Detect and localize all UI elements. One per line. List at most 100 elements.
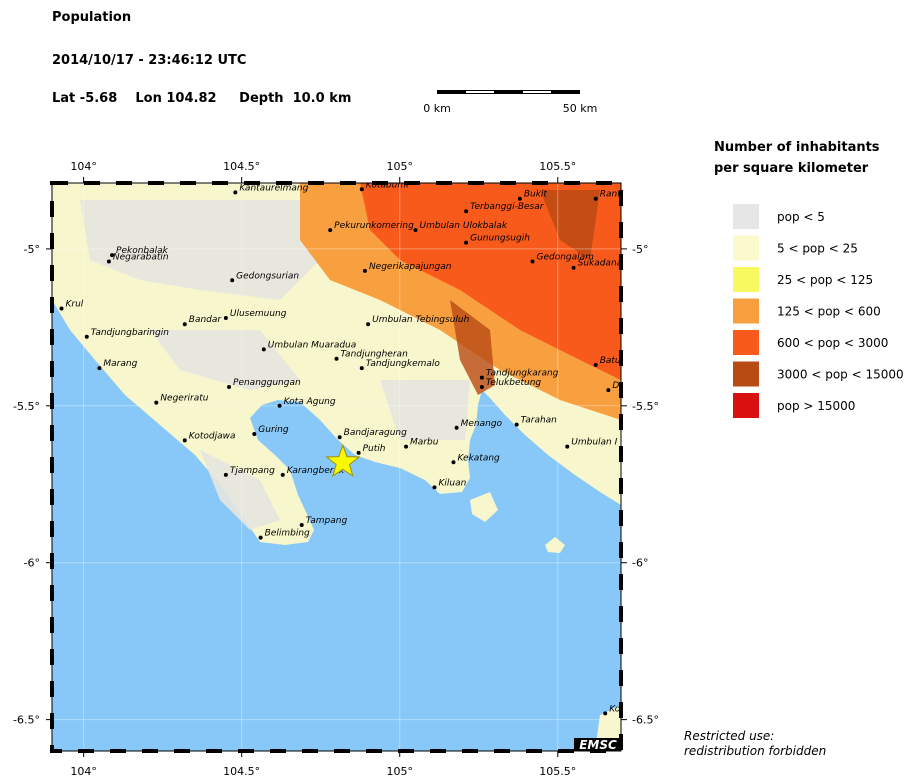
town-label: Bandjaragung [344, 428, 407, 438]
town-label: Pekurunkomering [334, 221, 414, 231]
legend-swatch [733, 298, 759, 324]
map: Kantaurelmang Kotabumi Bukit Ranto Terbanggi… [52, 180, 630, 752]
town-label: Tampang [306, 516, 348, 526]
town-label: Umbulan Ulokbalak [420, 221, 508, 231]
town-dot [514, 422, 519, 427]
town-label: Ranto [600, 190, 627, 200]
title: Population [52, 10, 131, 25]
town-dot [233, 190, 238, 195]
legend-label: 125 < pop < 600 [777, 305, 881, 319]
town-dot [432, 485, 437, 490]
legend-label: 3000 < pop < 15000 [777, 368, 904, 382]
town-dot [359, 187, 364, 192]
town-label: Gedongsurian [236, 271, 299, 281]
lon-label: 104.5° [223, 160, 260, 173]
legend-label: 25 < pop < 125 [777, 273, 873, 287]
town-label: Belimbing [265, 529, 310, 539]
town-label: Tandjungbaringin [91, 328, 169, 338]
town-label: Krul [65, 300, 83, 310]
scale-start: 0 km [423, 102, 451, 115]
town-dot [223, 315, 228, 320]
town-dot [413, 228, 418, 233]
town-label: Tandjungkarang [486, 369, 559, 379]
town-label: Telukbetung [486, 378, 542, 388]
town-dot [334, 356, 339, 361]
town-dot [97, 366, 102, 371]
badge: EMSC [579, 738, 617, 752]
town-label: Batutu [600, 356, 630, 366]
sparse-area [80, 200, 470, 530]
town-label: Menango [461, 419, 503, 429]
town-label: Kekatang [457, 453, 500, 463]
lon-label: 105.5° [539, 160, 576, 173]
town-dot [464, 240, 469, 245]
lon-label: 104° [70, 765, 97, 778]
town-label: Gedongalam [536, 252, 594, 262]
lat-label: -5.5° [13, 400, 40, 413]
lat-label: -6.5° [632, 714, 659, 727]
lat-label: -5° [632, 243, 648, 256]
town-dot [366, 322, 371, 327]
town-label: Penanggungan [233, 378, 301, 388]
lat-label: -6° [24, 557, 40, 570]
town-label: Guring [258, 425, 289, 435]
town-dot [252, 432, 257, 437]
town-label: Terbanggi-Besar [470, 202, 545, 212]
town-label: Negarabatin [113, 252, 169, 262]
legend-swatch [733, 267, 759, 292]
lon-label: 104.5° [223, 765, 260, 778]
lat-label: -5° [24, 243, 40, 256]
town-dot [110, 253, 115, 258]
town-label: Tarahan [521, 416, 558, 426]
footer-line: Restricted use: [684, 729, 774, 743]
town-label: Bandar [189, 315, 223, 325]
town-label: D [612, 381, 619, 391]
footer-line: redistribution forbidden [684, 744, 826, 758]
legend-label: pop > 15000 [777, 399, 855, 413]
town-dot [479, 384, 484, 389]
town-dot [356, 450, 361, 455]
town-label: Kotodjawa [189, 431, 236, 441]
town-dot [517, 196, 522, 201]
town-label: Tandjungkemalo [366, 359, 441, 369]
town-dot [182, 438, 187, 443]
town-label: Kotabumi [366, 180, 409, 190]
town-label: Tandjungheran [341, 350, 409, 360]
legend-swatch [733, 361, 759, 387]
town-dot [464, 209, 469, 214]
town-dot [258, 535, 263, 540]
datetime: 2014/10/17 - 23:46:12 UTC [52, 53, 246, 68]
lon-label: 105° [386, 765, 413, 778]
town-label: Kiluan [438, 478, 466, 488]
town-label: Kota Agung [284, 397, 336, 407]
map-border [50, 181, 623, 753]
town-dot [571, 265, 576, 270]
lat-label: -5.5° [632, 400, 659, 413]
town-dot [299, 523, 304, 528]
scale-end: 50 km [563, 102, 598, 115]
town-dot [182, 322, 187, 327]
town-dot [84, 334, 89, 339]
town-dot [59, 306, 64, 311]
town-label: Pekonbalak [116, 246, 169, 256]
town-dot [106, 259, 111, 264]
legend-swatch [733, 330, 759, 355]
town-label: Umbulan Tebingsuluh [372, 315, 470, 325]
town-dot [359, 366, 364, 371]
town-dot [223, 472, 228, 477]
town-dot [606, 388, 611, 393]
legend-label: pop < 5 [777, 210, 825, 224]
town-label: Negerikapajungan [369, 262, 452, 272]
town-label: Kantaurelmang [239, 183, 308, 193]
town-label: Bukit [524, 190, 548, 200]
lat-label: -6° [632, 557, 648, 570]
town-label: Ko [609, 704, 621, 714]
badge-bg [574, 738, 621, 751]
town-dot [565, 444, 570, 449]
town-dot [451, 460, 456, 465]
legend-title: per square kilometer [714, 161, 869, 176]
town-dot [328, 228, 333, 233]
epicenter [325, 443, 361, 478]
town-label: Gunungsugih [470, 234, 530, 244]
